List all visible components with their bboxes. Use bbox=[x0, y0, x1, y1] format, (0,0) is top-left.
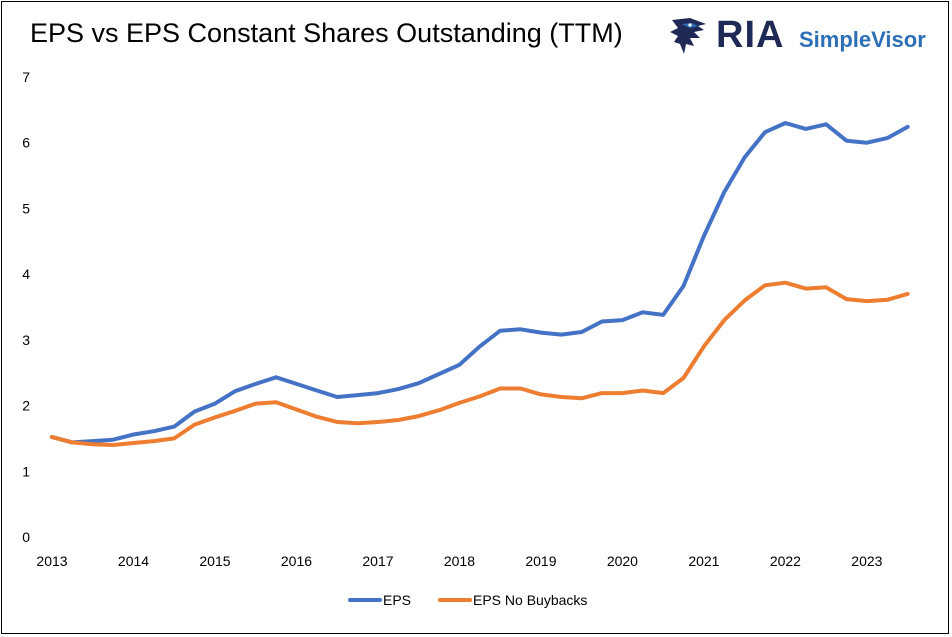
legend: EPS EPS No Buybacks bbox=[348, 592, 587, 608]
x-tick-label: 2013 bbox=[36, 553, 67, 569]
logo-ria-text: RIA bbox=[716, 14, 785, 56]
series-line-eps bbox=[50, 121, 910, 445]
x-tick-label: 2018 bbox=[444, 553, 475, 569]
x-tick-label: 2023 bbox=[851, 553, 882, 569]
eagle-icon bbox=[670, 18, 706, 54]
y-tick-label: 4 bbox=[22, 266, 30, 282]
legend-label: EPS No Buybacks bbox=[473, 592, 587, 608]
y-tick-label: 5 bbox=[22, 200, 30, 216]
y-tick-label: 1 bbox=[22, 463, 30, 479]
y-tick-label: 6 bbox=[22, 135, 30, 151]
x-tick-label: 2016 bbox=[281, 553, 312, 569]
series-layer bbox=[50, 121, 910, 447]
legend-label: EPS bbox=[383, 592, 411, 608]
x-axis: 2013 2014 2015 2016 2017 2018 2019 2020 2021 2022… bbox=[36, 553, 882, 569]
ria-simplevisor-logo: RIA SimpleVisor bbox=[668, 14, 938, 58]
x-tick-label: 2014 bbox=[118, 553, 149, 569]
x-tick-label: 2020 bbox=[607, 553, 638, 569]
y-tick-label: 0 bbox=[22, 529, 30, 545]
series-line-eps-no-buybacks bbox=[50, 280, 910, 447]
chart-title: EPS vs EPS Constant Shares Outstanding (… bbox=[30, 18, 623, 48]
x-tick-label: 2019 bbox=[525, 553, 556, 569]
x-tick-label: 2022 bbox=[770, 553, 801, 569]
y-tick-label: 7 bbox=[22, 69, 30, 85]
x-tick-label: 2017 bbox=[362, 553, 393, 569]
x-tick-label: 2021 bbox=[688, 553, 719, 569]
y-tick-label: 2 bbox=[22, 398, 30, 414]
logo-simplevisor-text: SimpleVisor bbox=[799, 27, 926, 52]
y-axis: 0 1 2 3 4 5 6 7 bbox=[22, 69, 30, 545]
x-tick-label: 2015 bbox=[199, 553, 230, 569]
y-tick-label: 3 bbox=[22, 332, 30, 348]
